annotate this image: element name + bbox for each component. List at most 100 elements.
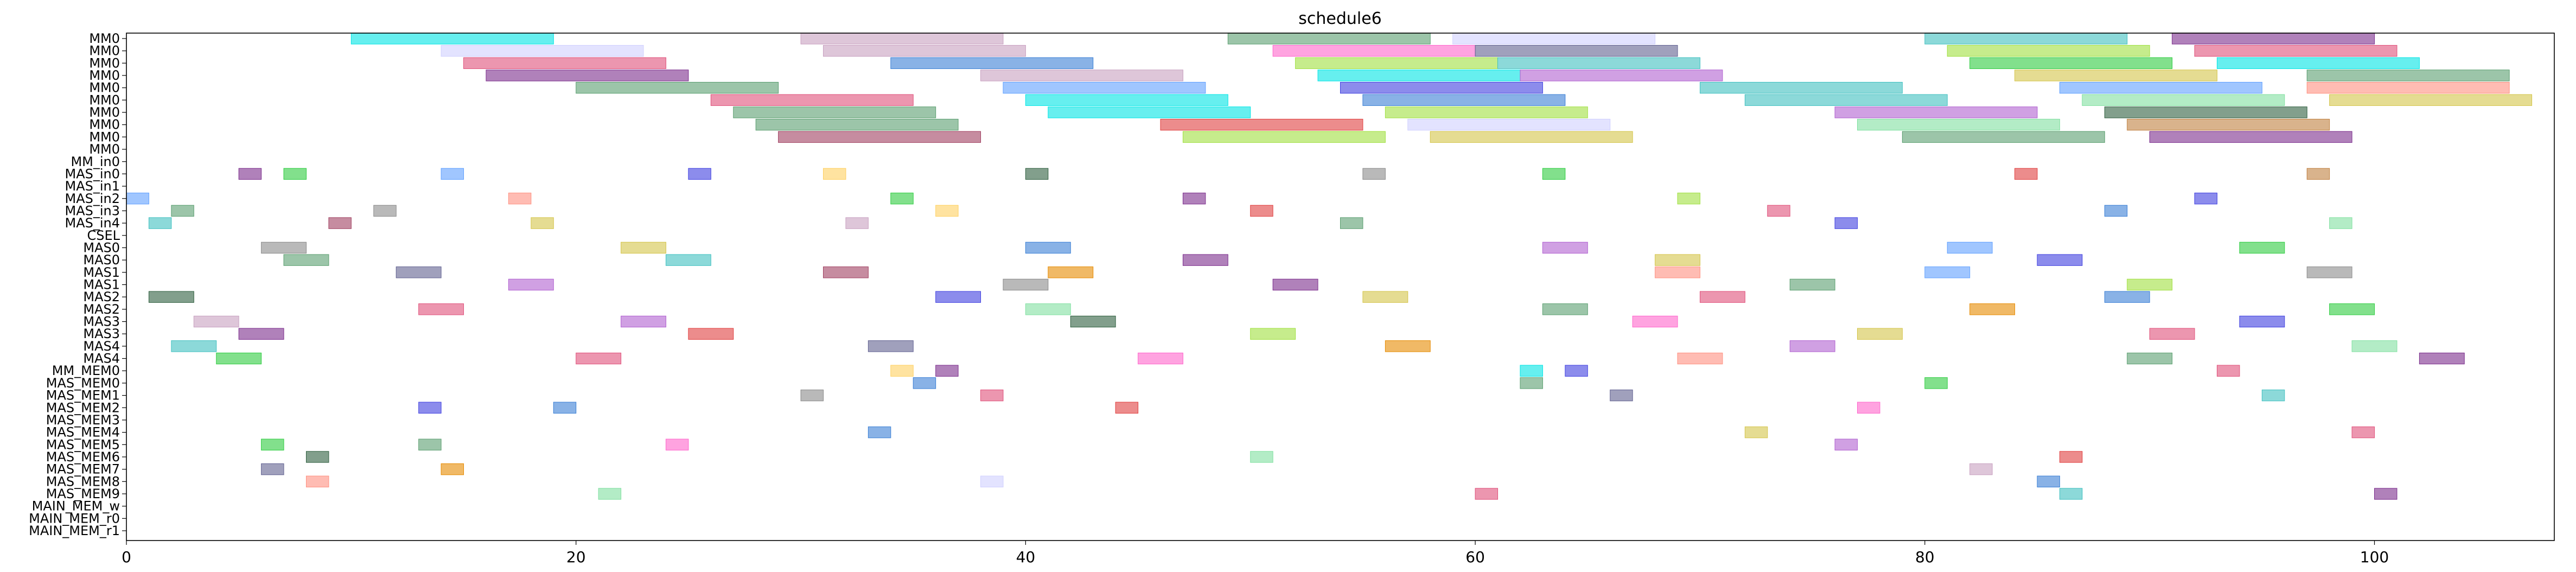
y-tick-label: MAS_MEM2	[46, 400, 120, 415]
task-bar	[2194, 45, 2398, 57]
task-bar	[733, 106, 936, 118]
task-bar	[396, 266, 442, 278]
task-bar	[2172, 33, 2375, 45]
task-bar	[2239, 241, 2285, 254]
y-tick-label: MAS1	[83, 277, 120, 293]
y-tick-label: MAS2	[83, 302, 120, 317]
task-bar	[890, 365, 914, 377]
task-bar	[1452, 33, 1656, 45]
task-bar	[576, 352, 622, 365]
x-tick-label: 20	[566, 548, 586, 566]
y-tick-label: MM0	[89, 117, 120, 132]
task-bar	[1317, 69, 1521, 81]
y-tick-label: MM0	[89, 129, 120, 144]
task-bar	[1834, 217, 1858, 229]
task-bar	[2082, 94, 2285, 106]
y-tick-label: MAS_in1	[65, 179, 120, 194]
y-tick-label: MM0	[89, 43, 120, 59]
task-bar	[1182, 254, 1228, 266]
task-bar	[2127, 278, 2173, 291]
task-bar	[2239, 315, 2285, 328]
task-bar	[1362, 168, 1386, 180]
y-tick-label: MM0	[89, 68, 120, 83]
task-bar	[1632, 315, 1678, 328]
task-bar	[1025, 241, 1071, 254]
task-bar	[913, 377, 936, 389]
chart-title: schedule6	[1298, 9, 1382, 28]
task-bar	[1407, 119, 1611, 131]
task-bar	[305, 451, 329, 463]
task-bar	[1362, 94, 1566, 106]
task-bar	[1272, 45, 1476, 57]
task-bar	[2104, 205, 2128, 217]
y-tick-label: MAS_MEM6	[46, 449, 120, 465]
task-bar	[665, 438, 689, 450]
task-bar	[1969, 463, 1993, 475]
task-bar	[2351, 340, 2398, 352]
x-tick-label: 0	[122, 548, 131, 566]
task-bar	[441, 463, 464, 475]
task-bar	[890, 193, 914, 205]
task-bar	[261, 241, 307, 254]
y-tick-label: MAS_MEM8	[46, 474, 120, 489]
y-tick-label: MAIN_MEM_r0	[29, 511, 120, 526]
task-bar	[935, 291, 981, 303]
x-tick-label: 40	[1016, 548, 1036, 566]
y-tick-label: MM0	[89, 105, 120, 120]
task-bar	[463, 57, 666, 69]
task-bar	[1272, 278, 1318, 291]
task-bar	[1430, 131, 1633, 143]
task-bar	[1182, 131, 1386, 143]
task-bar	[1115, 402, 1139, 414]
task-bar	[2329, 303, 2375, 315]
task-bar	[1744, 94, 1948, 106]
y-tick-label: MAS_MEM5	[46, 437, 120, 452]
y-tick-label: CSEL	[87, 228, 120, 243]
task-bar	[822, 168, 846, 180]
y-tick-label: MAIN_MEM_r1	[29, 523, 120, 538]
task-bar	[2014, 69, 2217, 81]
y-tick-label: MAS_MEM4	[46, 425, 120, 440]
task-bar	[1857, 119, 2060, 131]
y-tick-label: MAIN_MEM_w	[32, 499, 120, 514]
task-bar	[1520, 377, 1543, 389]
task-bar	[1565, 365, 1588, 377]
task-bar	[1385, 106, 1588, 118]
task-bar	[2261, 389, 2285, 402]
y-tick-label: MM0	[89, 80, 120, 96]
task-bar	[1655, 266, 1700, 278]
task-bar	[531, 217, 554, 229]
task-bar	[665, 254, 711, 266]
task-bar	[193, 315, 239, 328]
task-bar	[1677, 193, 1700, 205]
task-bar	[171, 205, 194, 217]
task-bar	[2194, 193, 2217, 205]
task-bar	[1250, 205, 1273, 217]
task-bar	[1025, 94, 1228, 106]
task-bar	[2329, 217, 2352, 229]
y-tick-label: MAS0	[83, 240, 120, 255]
task-bar	[1048, 106, 1251, 118]
task-bar	[350, 33, 554, 45]
task-bar	[1227, 33, 1431, 45]
task-bar	[1362, 291, 1408, 303]
task-bar	[1003, 81, 1206, 94]
task-bar	[1610, 389, 1633, 402]
y-tick-label: MM0	[89, 55, 120, 71]
y-tick-labels: MM0MM0MM0MM0MM0MM0MM0MM0MM0MM0MM_in0MAS_…	[29, 31, 126, 538]
task-bar	[1947, 45, 2150, 57]
task-bar	[621, 241, 666, 254]
y-tick-label: MM_MEM0	[52, 363, 120, 378]
task-bar	[890, 57, 1094, 69]
plot-frame	[126, 33, 2555, 541]
task-bar	[710, 94, 914, 106]
task-bar	[1520, 365, 1543, 377]
task-bar	[441, 45, 644, 57]
task-bar	[1969, 303, 2016, 315]
task-bar	[2374, 488, 2398, 500]
task-bar	[2216, 57, 2420, 69]
y-tick-label: MAS_in3	[65, 203, 120, 218]
y-tick-label: MM0	[89, 31, 120, 46]
task-bar	[1902, 131, 2105, 143]
task-bar	[2351, 426, 2375, 438]
